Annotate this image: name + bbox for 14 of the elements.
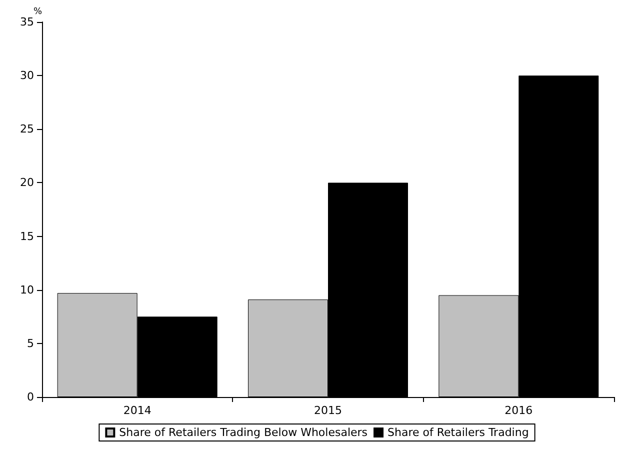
y-tick-label: 30 <box>20 69 34 82</box>
legend-label: Share of Retailers Trading Below Wholesalers <box>119 426 368 439</box>
y-tick-label: 0 <box>27 390 34 404</box>
x-tick-label: 2016 <box>504 404 533 417</box>
y-axis-title: % <box>33 7 42 18</box>
y-tick-label: 10 <box>20 283 34 296</box>
x-tick-label: 2014 <box>123 404 152 417</box>
x-tick-label: 2015 <box>314 404 342 417</box>
y-tick-label: 35 <box>20 16 34 28</box>
y-tick-label: 5 <box>27 336 34 350</box>
y-tick-label: 15 <box>20 230 34 243</box>
legend-label: Share of Retailers Trading <box>388 426 529 439</box>
y-tick-label: 25 <box>20 122 34 136</box>
y-tick-label: 20 <box>20 176 34 190</box>
